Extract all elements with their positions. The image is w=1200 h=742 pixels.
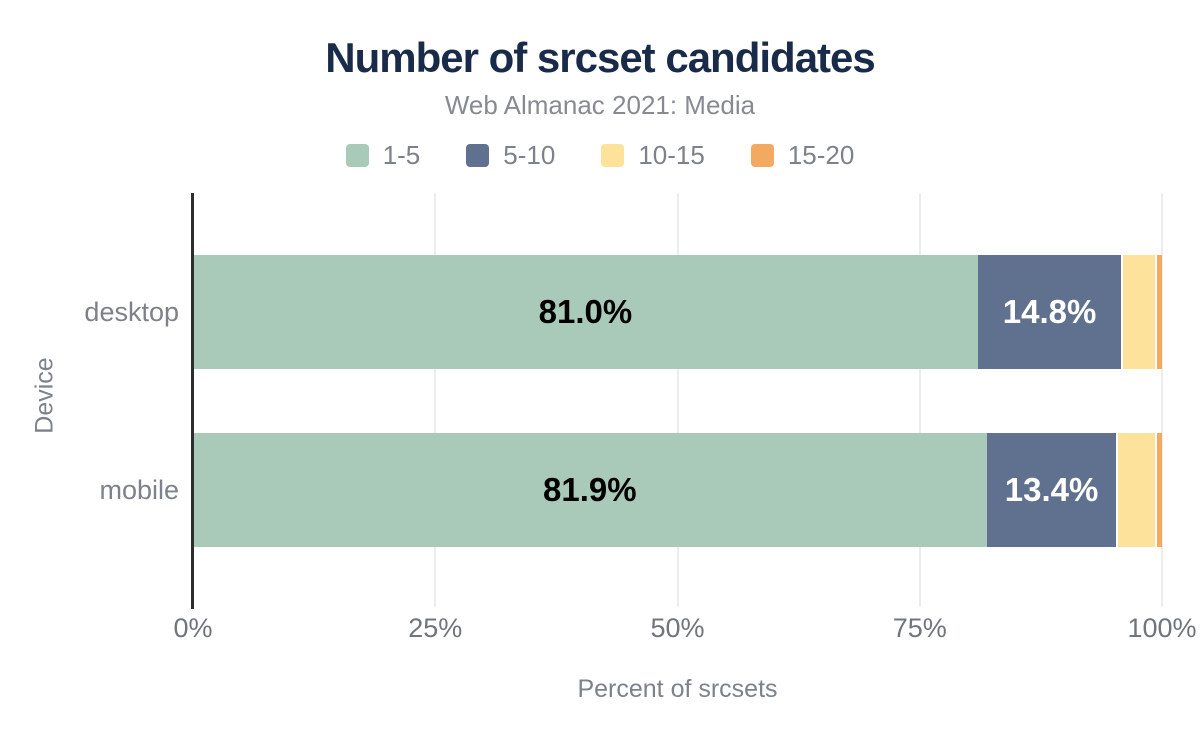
x-axis-title: Percent of srcsets: [577, 675, 778, 703]
legend-label: 15-20: [787, 140, 855, 170]
x-tick-label-75%: 75%: [892, 613, 947, 643]
bar-row-mobile: 81.9% 13.4%: [193, 433, 1162, 547]
bar-value-label: 13.4%: [1004, 471, 1099, 508]
plot-area: Device 0% 25% 50% 75% 100% desktop 81.0% 14.8% m…: [31, 193, 1197, 703]
bar-value-label: 14.8%: [1002, 293, 1097, 330]
x-tick-label-0%: 0%: [173, 613, 213, 643]
x-tick-label-25%: 25%: [408, 613, 463, 643]
category-label-mobile: mobile: [99, 474, 179, 505]
gridline-100%: [1161, 193, 1163, 607]
bar-segment-mobile-5-10: 13.4%: [986, 433, 1117, 547]
chart-subtitle: Web Almanac 2021: Media: [444, 90, 756, 120]
bar-segment-mobile-10-15: [1116, 433, 1156, 547]
legend-swatch-icon: [750, 144, 774, 167]
bar-row-desktop: 81.0% 14.8%: [193, 255, 1162, 369]
legend-label: 10-15: [638, 140, 705, 170]
x-tick-label-50%: 50%: [650, 613, 705, 643]
legend-item-5-10: 5-10: [466, 140, 555, 171]
legend-label: 1-5: [382, 140, 421, 170]
gridline-75%: [918, 193, 921, 607]
plot-grid: 0% 25% 50% 75% 100% desktop 81.0% 14.8% mobile 81…: [84, 193, 1197, 643]
legend-item-15-20: 15-20: [750, 140, 855, 171]
bar-segment-mobile-1-5: 81.9%: [193, 433, 987, 547]
category-label-desktop: desktop: [84, 296, 179, 327]
gridline-25%: [434, 193, 437, 607]
x-tick-label-100%: 100%: [1127, 613, 1197, 643]
bar-segment-desktop-5-10: 14.8%: [977, 255, 1122, 369]
bar-segment-mobile-15-20: [1155, 433, 1162, 547]
legend-label: 5-10: [503, 140, 556, 170]
bar-value-label: 81.0%: [538, 293, 633, 330]
legend-swatch-icon: [601, 144, 625, 167]
y-axis-line: [191, 193, 194, 609]
legend-item-1-5: 1-5: [345, 140, 421, 171]
gridline-50%: [676, 193, 679, 607]
bar-segment-desktop-10-15: [1121, 255, 1156, 369]
legend-item-10-15: 10-15: [601, 140, 705, 171]
legend-swatch-icon: [345, 144, 369, 167]
bar-segment-desktop-1-5: 81.0%: [193, 255, 978, 369]
chart-title: Number of srcset candidates: [325, 34, 876, 81]
legend: 1-5 5-10 10-15 15-20: [0, 140, 1200, 171]
legend-swatch-icon: [466, 144, 490, 167]
bar-segment-desktop-15-20: [1155, 255, 1162, 369]
bar-value-label: 81.9%: [543, 471, 637, 508]
